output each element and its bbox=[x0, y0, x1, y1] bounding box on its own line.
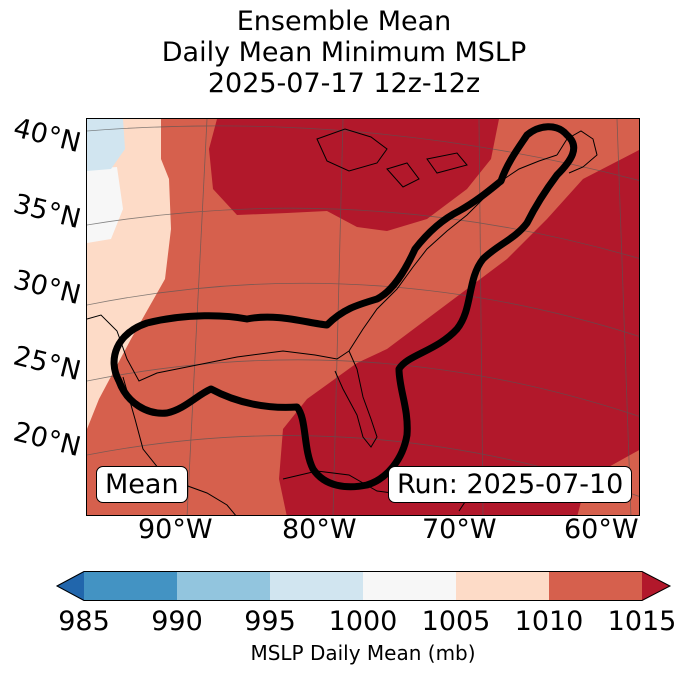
colorbar-tick-1015: 1015 bbox=[607, 606, 677, 637]
lat-label-40n: 40°N bbox=[10, 112, 84, 160]
title-line-3: 2025-07-17 12z-12z bbox=[207, 68, 481, 99]
meridian-70w bbox=[478, 119, 484, 515]
colorbar-segment-1005-1010 bbox=[456, 571, 549, 601]
colorbar-segment-1000-1005 bbox=[363, 571, 456, 601]
atlantic-coast bbox=[348, 154, 558, 352]
parallel-25n bbox=[87, 359, 639, 417]
parallel-35n bbox=[87, 207, 639, 259]
colorbar-tick-995: 995 bbox=[244, 606, 296, 637]
pressure-contour bbox=[110, 123, 578, 491]
gulf-coast bbox=[87, 314, 350, 382]
lake-erie-shore bbox=[386, 162, 420, 188]
field-over-1015-north bbox=[209, 119, 499, 231]
lon-label-80w: 80°W bbox=[282, 514, 357, 545]
map-panel bbox=[86, 118, 640, 516]
pressure-map bbox=[87, 119, 639, 515]
parallel-30n bbox=[87, 282, 639, 337]
great-lakes-shore bbox=[316, 128, 388, 172]
colorbar bbox=[56, 571, 672, 601]
lat-label-20n: 20°N bbox=[10, 416, 84, 464]
cuba-coast bbox=[282, 470, 408, 496]
chart-title: Ensemble Mean Daily Mean Minimum MSLP 20… bbox=[0, 6, 688, 99]
lon-label-90w: 90°W bbox=[138, 514, 213, 545]
meridian-60w bbox=[616, 119, 632, 515]
lat-label-35n: 35°N bbox=[10, 188, 84, 236]
field-over-1015-atlantic bbox=[279, 150, 639, 515]
colorbar-segment-1010-1015 bbox=[549, 571, 642, 601]
lon-label-70w: 70°W bbox=[422, 514, 497, 545]
field-995-1000 bbox=[87, 119, 125, 171]
run-label-box: Run: 2025-07-10 bbox=[388, 466, 633, 503]
lat-label-25n: 25°N bbox=[10, 340, 84, 388]
field-1000-1005 bbox=[87, 167, 123, 243]
colorbar-label: MSLP Daily Mean (mb) bbox=[250, 641, 476, 665]
colorbar-segment-990-995 bbox=[177, 571, 270, 601]
colorbar-under-triangle bbox=[56, 571, 84, 601]
coastlines bbox=[87, 128, 598, 515]
colorbar-over-triangle bbox=[642, 571, 670, 601]
lat-label-30n: 30°N bbox=[10, 264, 84, 312]
colorbar-tick-985: 985 bbox=[58, 606, 110, 637]
colorbar-tick-1005: 1005 bbox=[421, 606, 491, 637]
colorbar-tick-1000: 1000 bbox=[328, 606, 398, 637]
mean-label-box: Mean bbox=[96, 466, 188, 503]
colorbar-tick-1010: 1010 bbox=[514, 606, 584, 637]
colorbar-segment-985-990 bbox=[84, 571, 177, 601]
lon-label-60w: 60°W bbox=[564, 514, 639, 545]
colorbar-outline bbox=[56, 571, 672, 601]
colorbar-segment-995-1000 bbox=[270, 571, 363, 601]
florida-coast bbox=[334, 350, 378, 448]
colorbar-tick-990: 990 bbox=[151, 606, 203, 637]
title-line-2: Daily Mean Minimum MSLP bbox=[161, 37, 527, 68]
title-line-1: Ensemble Mean bbox=[236, 6, 452, 37]
lake-ontario-shore bbox=[426, 152, 468, 174]
